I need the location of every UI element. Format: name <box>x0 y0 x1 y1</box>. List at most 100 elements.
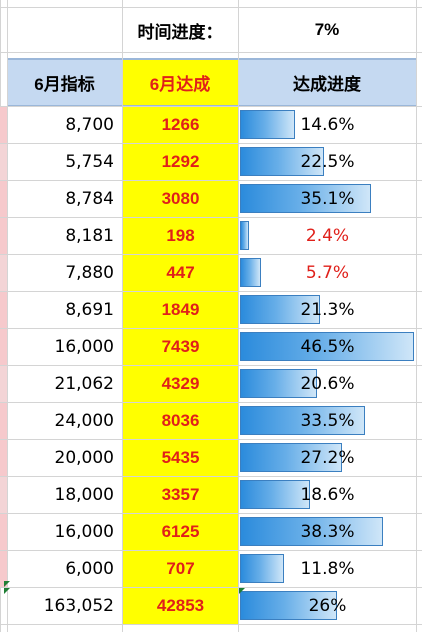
progress-text: 33.5% <box>300 411 355 431</box>
row-marker <box>0 144 7 180</box>
header-target[interactable]: 6月指标 <box>7 58 122 106</box>
cell-achieved[interactable]: 1266 <box>123 107 238 143</box>
gridline-h <box>0 7 422 8</box>
row-marker <box>0 514 7 550</box>
row-marker <box>0 292 7 328</box>
gridline-h <box>0 106 422 107</box>
cell-target[interactable]: 8,700 <box>65 115 114 135</box>
cell-progress[interactable]: 27.2% <box>239 440 416 476</box>
cell-note-marker <box>4 581 10 587</box>
cell-progress[interactable]: 22.5% <box>239 144 416 180</box>
cell-achieved[interactable]: 4329 <box>123 366 238 402</box>
cell-progress[interactable]: 14.6% <box>239 107 416 143</box>
progress-text: 11.8% <box>300 559 355 579</box>
cell-progress[interactable]: 26% <box>239 588 416 624</box>
progress-text: 14.6% <box>300 115 355 135</box>
gridline-h <box>0 291 422 292</box>
gridline-v <box>416 0 417 632</box>
cell-achieved[interactable]: 5435 <box>123 440 238 476</box>
progress-bar <box>240 184 371 213</box>
cell-achieved[interactable]: 1849 <box>123 292 238 328</box>
cell-target[interactable]: 5,754 <box>65 152 114 172</box>
gridline-h <box>0 476 422 477</box>
cell-progress[interactable]: 38.3% <box>239 514 416 550</box>
progress-bar <box>240 369 317 398</box>
gridline-v <box>7 0 8 632</box>
progress-bar <box>240 406 365 435</box>
progress-bar <box>240 147 324 176</box>
cell-achieved[interactable]: 198 <box>123 218 238 254</box>
cell-note-marker <box>4 588 10 594</box>
row-marker <box>0 255 7 291</box>
cell-target[interactable]: 163,052 <box>43 596 114 616</box>
cell-progress[interactable]: 35.1% <box>239 181 416 217</box>
gridline-h <box>0 365 422 366</box>
cell-target[interactable]: 16,000 <box>54 337 114 357</box>
cell-progress[interactable]: 21.3% <box>239 292 416 328</box>
gridline-h <box>0 550 422 551</box>
cell-achieved[interactable]: 1292 <box>123 144 238 180</box>
gridline-v <box>238 0 239 632</box>
row-marker <box>0 551 7 587</box>
gridline-h <box>0 180 422 181</box>
gridline-h <box>0 217 422 218</box>
cell-achieved[interactable]: 8036 <box>123 403 238 439</box>
progress-bar <box>240 221 249 250</box>
cell-progress[interactable]: 20.6% <box>239 366 416 402</box>
header-progress[interactable]: 达成进度 <box>238 58 416 106</box>
gridline-h <box>0 439 422 440</box>
cell-achieved[interactable]: 7439 <box>123 329 238 365</box>
row-marker <box>0 329 7 365</box>
progress-text: 21.3% <box>300 300 355 320</box>
row-marker <box>0 181 7 217</box>
gridline-h <box>0 52 422 53</box>
progress-bar <box>240 480 310 509</box>
cell-target[interactable]: 20,000 <box>54 448 114 468</box>
cell-progress[interactable]: 33.5% <box>239 403 416 439</box>
cell-target[interactable]: 21,062 <box>54 374 114 394</box>
cell-achieved[interactable]: 707 <box>123 551 238 587</box>
cell-achieved[interactable]: 447 <box>123 255 238 291</box>
cell-target[interactable]: 8,784 <box>65 189 114 209</box>
cell-note-marker <box>239 588 245 594</box>
cell-achieved[interactable]: 6125 <box>123 514 238 550</box>
cell-achieved[interactable]: 42853 <box>123 588 238 624</box>
gridline-h <box>0 624 422 625</box>
cell-target[interactable]: 16,000 <box>54 522 114 542</box>
cell-progress[interactable]: 18.6% <box>239 477 416 513</box>
cell-target[interactable]: 6,000 <box>65 559 114 579</box>
progress-text: 20.6% <box>300 374 355 394</box>
progress-text: 38.3% <box>300 522 355 542</box>
cell-progress[interactable]: 46.5% <box>239 329 416 365</box>
progress-text: 18.6% <box>300 485 355 505</box>
cell-progress[interactable]: 2.4% <box>239 218 416 254</box>
progress-text: 22.5% <box>300 152 355 172</box>
progress-bar <box>240 554 284 583</box>
progress-bar <box>240 443 342 472</box>
progress-text: 26% <box>308 596 347 616</box>
cell-target[interactable]: 7,880 <box>65 263 114 283</box>
progress-bar <box>240 295 320 324</box>
progress-bar <box>240 591 337 620</box>
gridline-h <box>0 143 422 144</box>
row-marker <box>0 366 7 402</box>
cell-progress[interactable]: 5.7% <box>239 255 416 291</box>
schedule-value: 7% <box>314 20 340 39</box>
schedule-label: 时间进度： <box>137 22 223 42</box>
gridline-h <box>0 402 422 403</box>
cell-target[interactable]: 8,691 <box>65 300 114 320</box>
cell-target[interactable]: 18,000 <box>54 485 114 505</box>
cell-achieved[interactable]: 3357 <box>123 477 238 513</box>
cell-target[interactable]: 24,000 <box>54 411 114 431</box>
gridline-h <box>0 513 422 514</box>
cell-achieved[interactable]: 3080 <box>123 181 238 217</box>
cell-progress[interactable]: 11.8% <box>239 551 416 587</box>
progress-bar <box>240 258 261 287</box>
gridline-h <box>0 254 422 255</box>
cell-target[interactable]: 8,181 <box>65 226 114 246</box>
gridline-h <box>0 587 422 588</box>
progress-text: 2.4% <box>305 226 350 246</box>
header-achieved[interactable]: 6月达成 <box>122 58 238 106</box>
progress-bar <box>240 517 383 546</box>
